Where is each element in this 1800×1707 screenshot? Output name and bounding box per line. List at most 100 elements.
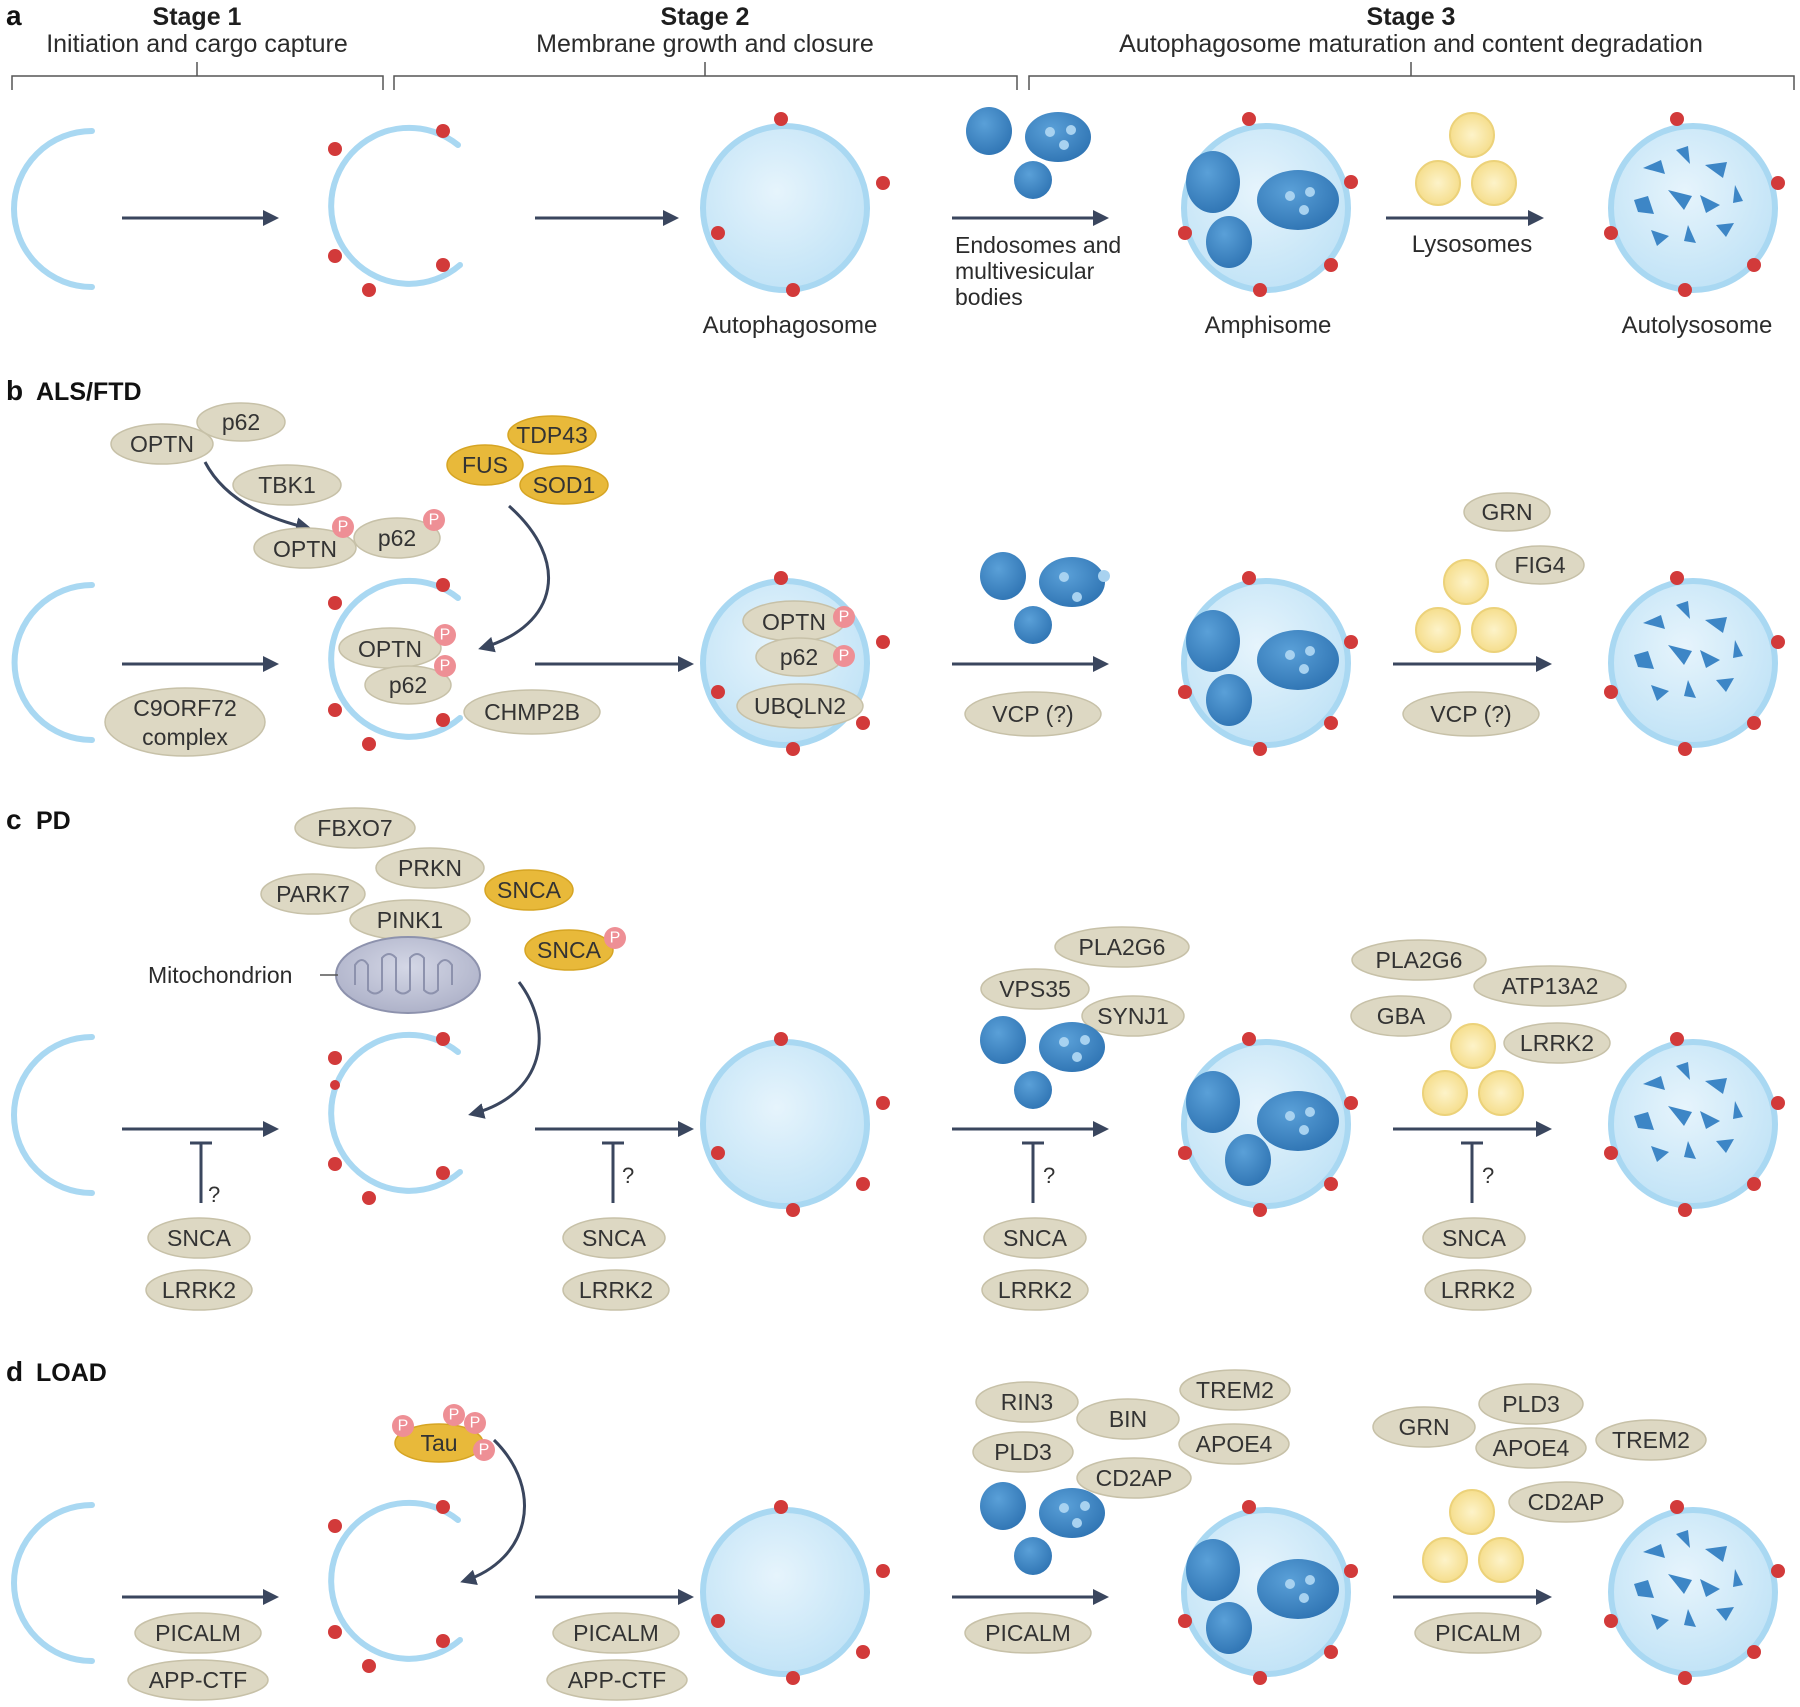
panel-a-row: Autophagosome Endosomes and multivesicul… [11,107,1785,339]
lrrk2-c4-top-text: LRRK2 [1520,1030,1594,1056]
picalm-d2-text: PICALM [573,1620,659,1646]
cargo-receptor-dot [328,249,342,263]
phospho-label: P [470,1415,481,1432]
endosomes-label-line-3: bodies [955,284,1023,310]
mitochondrion [335,936,481,1014]
optn-ap-text: OPTN [762,609,826,635]
phospho-label: P [839,648,850,665]
synj1-text: SYNJ1 [1097,1003,1169,1029]
stage-1-subtitle: Initiation and cargo capture [46,30,348,58]
sod1-pill [519,465,609,505]
pla2g6-c4-text: PLA2G6 [1376,947,1463,973]
endosomes-label-line-2: multivesicular [955,258,1095,284]
grn-text: GRN [1481,499,1532,525]
stage-header-2: Stage 2 Membrane growth and closure [393,3,1018,90]
apoe4-d3-text: APOE4 [1196,1431,1273,1457]
phospho-label: P [839,609,850,626]
tau-text: Tau [420,1430,457,1456]
snca-c2-text: SNCA [582,1225,647,1251]
vcp-pill [964,691,1102,737]
stage-2-subtitle: Membrane growth and closure [536,30,874,58]
lrrk2-c2-text: LRRK2 [579,1277,653,1303]
fig4-pill [1495,545,1585,585]
grn-d4-text: GRN [1398,1414,1449,1440]
park7-text: PARK7 [276,881,350,907]
panel-a-letter: a [6,0,22,31]
question-mark: ? [1043,1163,1055,1188]
optn-p-pill [253,527,357,569]
optn-inner-text: OPTN [358,636,422,662]
vcp-pill-2 [1402,691,1540,737]
p62-text: p62 [222,409,260,435]
snca-c4-text: SNCA [1442,1225,1507,1251]
p62-pill [196,402,286,442]
pld3-d3-text: PLD3 [994,1439,1052,1465]
stage-header-3: Stage 3 Autophagosome maturation and con… [1028,3,1795,90]
question-mark: ? [1482,1163,1494,1188]
picalm-d4-text: PICALM [1435,1620,1521,1646]
app-ctf-d1-text: APP-CTF [149,1667,247,1693]
panel-b-row: p62 OPTN TBK1 OPTN P p62 P TDP43 FUS SOD… [11,402,1785,757]
phagophore-initial [11,128,95,290]
apoe4-d4-text: APOE4 [1493,1435,1570,1461]
panel-b-letter: b [6,375,23,406]
phospho-label: P [610,930,621,947]
aggregate-arrow [478,504,551,653]
phagophore-growing [328,124,463,287]
tbk1-pill [232,464,342,506]
endosomes-c [980,1016,1105,1109]
cd2ap-d4-text: CD2AP [1528,1489,1605,1515]
phospho-label: P [440,627,451,644]
p62-p-text: p62 [378,525,416,551]
autophagosome-d [700,1500,890,1685]
phospho-label: P [440,658,451,675]
stage-3-title: Stage 3 [1367,3,1456,31]
tbk1-arrow [203,461,312,534]
lysosomes-c [1422,1023,1524,1116]
c9orf72-pill [104,687,266,757]
picalm-d3-text: PICALM [985,1620,1071,1646]
vcp-text-2: VCP (?) [1430,701,1511,727]
stage-3-subtitle: Autophagosome maturation and content deg… [1119,30,1703,58]
stage-3-bracket [1028,62,1795,90]
vcp-text: VCP (?) [992,701,1073,727]
tau-arrow [460,1438,526,1585]
lrrk2-c4-text: LRRK2 [1441,1277,1515,1303]
app-ctf-d2-text: APP-CTF [568,1667,666,1693]
autolysosome [1604,112,1785,297]
ubqln2-pill [736,683,864,729]
phospho-label: P [449,1407,460,1424]
amphisome [1178,112,1358,297]
amphisome-d [1178,1500,1358,1685]
vps35-text: VPS35 [999,976,1071,1002]
p62-inner-text: p62 [389,672,427,698]
atp13a2-text: ATP13A2 [1502,973,1599,999]
amphisome-label: Amphisome [1205,312,1332,339]
chmp2b-pill [463,689,601,735]
panel-c-row: FBXO7 PRKN PARK7 SNCA PINK1 SNCA P Mitoc… [11,807,1785,1311]
autophagosome [700,112,890,297]
panel-d-letter: d [6,1356,23,1387]
phospho-icon [332,516,354,538]
lysosomes-b [1415,559,1517,653]
question-mark: ? [208,1182,220,1207]
fus-text: FUS [462,452,508,478]
panel-d-name: LOAD [36,1359,107,1387]
tbk1-text: TBK1 [258,472,316,498]
stage-2-bracket [393,62,1018,90]
rin3-text: RIN3 [1001,1389,1053,1415]
amphisome-b [1178,571,1358,756]
stage-1-title: Stage 1 [153,3,242,31]
cargo-receptor-dot [328,142,342,156]
autolysosome-label: Autolysosome [1622,312,1773,339]
amphisome-c [1178,1032,1358,1217]
snca-text: SNCA [497,877,562,903]
lysosomes-label: Lysosomes [1412,231,1533,258]
grn-pill [1463,492,1551,532]
autolysosome-c [1604,1032,1785,1217]
fus-pill [446,444,524,486]
pld3-d4-text: PLD3 [1502,1391,1560,1417]
optn-p-text: OPTN [273,536,337,562]
p62-p-pill [353,517,441,559]
